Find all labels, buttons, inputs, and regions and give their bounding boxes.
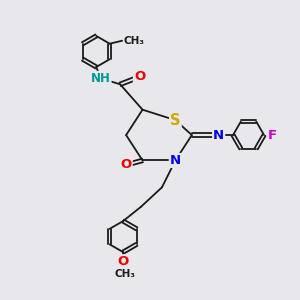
Text: O: O (134, 70, 145, 83)
Text: F: F (268, 129, 277, 142)
Text: NH: NH (91, 72, 111, 85)
Text: N: N (213, 129, 224, 142)
Text: CH₃: CH₃ (124, 36, 145, 46)
Text: N: N (170, 154, 181, 167)
Text: CH₃: CH₃ (114, 269, 135, 279)
Text: O: O (121, 158, 132, 171)
Text: S: S (170, 112, 181, 128)
Text: O: O (118, 255, 129, 268)
